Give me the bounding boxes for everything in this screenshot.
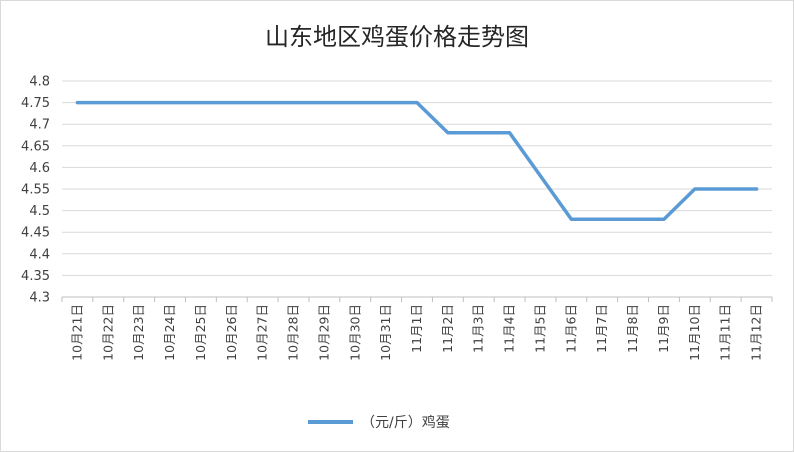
y-tick-label: 4.3 [29,291,50,306]
y-tick-label: 4.65 [21,139,50,154]
axes [61,296,773,302]
y-tick-label: 4.75 [21,96,50,111]
x-tick-label: 11月12日 [749,304,764,361]
series-layer [75,100,759,221]
gridlines [62,80,772,276]
x-tick-label: 11月5日 [532,304,547,353]
x-tick-label: 10月31日 [378,304,393,361]
x-tick-label: 10月30日 [347,304,362,361]
x-tick-label: 10月23日 [131,304,146,361]
x-tick-label: 11月6日 [563,304,578,353]
y-tick-label: 4.6 [29,161,50,176]
x-tick-label: 10月27日 [255,304,270,361]
x-tick-label: 11月2日 [440,304,455,353]
x-tick-label: 10月22日 [100,304,115,361]
y-tick-label: 4.35 [21,269,50,284]
x-axis-ticks: 10月21日 10月22日 10月23日 10月24日 10月25日 10月26日 10月2… [69,304,763,361]
y-tick-label: 4.4 [29,247,50,262]
x-tick-label: 11月10日 [687,304,702,361]
x-tick-label: 11月7日 [594,304,609,353]
series-line[interactable] [75,100,759,221]
x-tick-label: 10月21日 [69,304,84,361]
x-tick-label: 11月8日 [625,304,640,353]
x-tick-label: 10月26日 [224,304,239,361]
chart-title: 山东地区鸡蛋价格走势图 [265,23,529,51]
x-tick-label: 11月3日 [471,304,486,353]
x-tick-label: 10月24日 [162,304,177,361]
y-tick-label: 4.45 [21,226,50,241]
y-tick-label: 4.7 [29,118,50,133]
y-tick-label: 4.55 [21,183,50,198]
y-tick-label: 4.5 [29,204,50,219]
y-tick-label: 4.8 [29,75,50,90]
legend[interactable]: （元/斤）鸡蛋 [308,414,450,431]
x-tick-label: 11月4日 [502,304,517,353]
y-axis-ticks: 4.3 4.35 4.4 4.45 4.5 4.55 4.6 4.65 4.7 4.75 4.8 [21,75,50,306]
x-tick-label: 10月29日 [316,304,331,361]
x-tick-label: 11月1日 [409,304,424,353]
x-tick-label: 11月11日 [718,304,733,361]
x-tick-label: 10月28日 [286,304,301,361]
x-tick-label: 11月9日 [656,304,671,353]
legend-label: （元/斤）鸡蛋 [361,414,450,431]
x-tick-label: 10月25日 [193,304,208,361]
